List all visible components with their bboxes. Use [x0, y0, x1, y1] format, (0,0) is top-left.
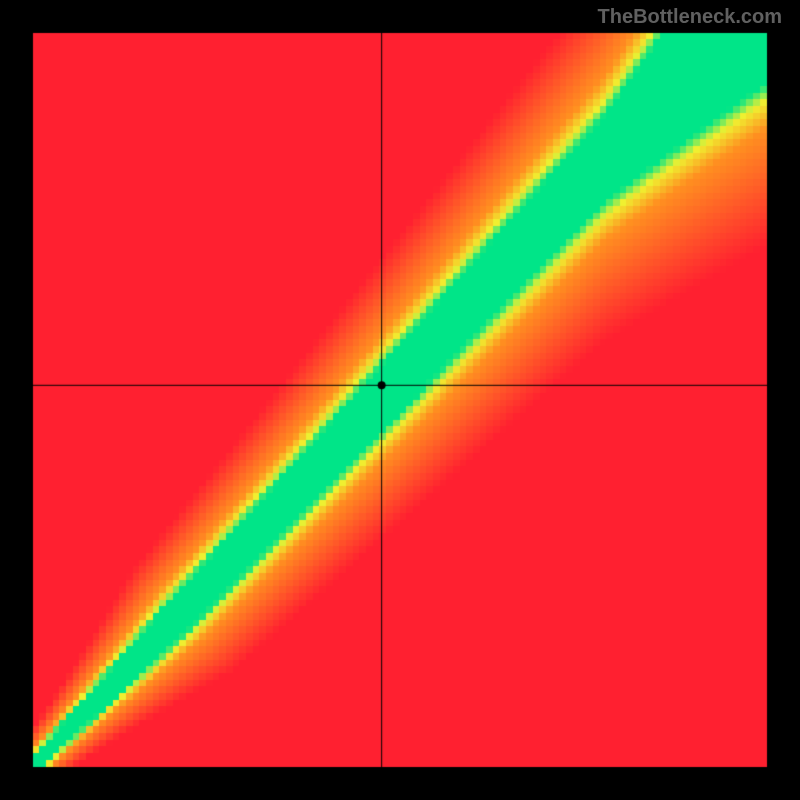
bottleneck-chart: TheBottleneck.com — [0, 0, 800, 800]
heatmap-canvas — [0, 0, 800, 800]
attribution-label: TheBottleneck.com — [598, 6, 782, 29]
